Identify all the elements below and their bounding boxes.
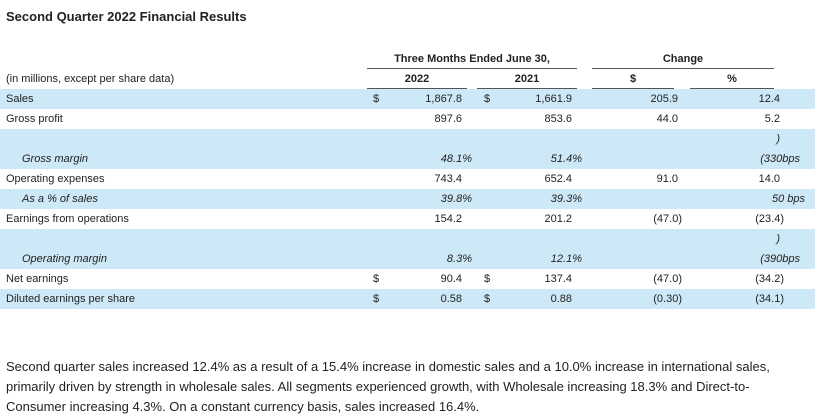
change-header-underline (592, 68, 774, 69)
currency-2021: $ (484, 93, 491, 105)
table-row-gross-margin: Gross margin 48.1% 51.4% ) (330bps (0, 129, 815, 169)
col-2022-underline (367, 88, 467, 89)
table-row-opex-pct-of-sales: As a % of sales 39.8% 39.3% 50 bps (0, 189, 815, 209)
table-row-gross-profit: Gross profit 897.6 853.6 44.0 5.2 (0, 109, 815, 129)
change-pct: (390bps (760, 253, 800, 265)
row-label: Gross profit (6, 113, 63, 125)
row-label: Operating expenses (6, 173, 105, 185)
value-2021: 1,661.9 (535, 93, 572, 105)
units-note: (in millions, except per share data) (6, 73, 175, 85)
table-row-net-earnings: Net earnings $ 90.4 $ 137.4 (47.0) (34.2… (0, 269, 815, 289)
value-2022: 897.6 (434, 113, 462, 125)
col-header-pct-change: % (727, 73, 737, 85)
currency-2021: $ (484, 273, 491, 285)
value-2022: 1,867.8 (425, 93, 462, 105)
change-pct: (34.2) (755, 273, 784, 285)
change-dollar: 205.9 (650, 93, 678, 105)
value-2021: 51.4% (550, 153, 582, 165)
value-2022: 48.1% (440, 153, 472, 165)
change-pct: 5.2 (764, 113, 780, 125)
value-2021: 12.1% (550, 253, 582, 265)
row-label: Operating margin (22, 253, 107, 265)
row-label: Earnings from operations (6, 213, 129, 225)
change-dollar: (47.0) (653, 273, 682, 285)
change-pct-paren: ) (776, 233, 780, 245)
change-pct-paren: ) (776, 133, 780, 145)
results-summary-paragraph: Second quarter sales increased 12.4% as … (6, 359, 770, 414)
value-2021: 137.4 (544, 273, 572, 285)
table-row-operating-expenses: Operating expenses 743.4 652.4 91.0 14.0 (0, 169, 815, 189)
change-pct: 14.0 (758, 173, 780, 185)
table-header-row-2: (in millions, except per share data) 202… (0, 69, 815, 89)
currency-2022: $ (373, 93, 380, 105)
row-label: As a % of sales (22, 193, 98, 205)
change-dollar: 91.0 (656, 173, 678, 185)
table-row-operating-margin: Operating margin 8.3% 12.1% ) (390bps (0, 229, 815, 269)
change-pct: (34.1) (755, 293, 784, 305)
period-header: Three Months Ended June 30, (394, 53, 550, 65)
value-2022: 743.4 (434, 173, 462, 185)
change-pct: (330bps (760, 153, 800, 165)
change-dollar: (0.30) (653, 293, 682, 305)
change-pct: 50 bps (771, 193, 805, 205)
table-header-row-1: Three Months Ended June 30, Change (0, 49, 815, 69)
col-dollar-underline (592, 88, 674, 89)
value-2021: 201.2 (544, 213, 572, 225)
table-row-earnings-from-operations: Earnings from operations 154.2 201.2 (47… (0, 209, 815, 229)
value-2021: 652.4 (544, 173, 572, 185)
currency-2021: $ (484, 293, 491, 305)
table-row-sales: Sales $ 1,867.8 $ 1,661.9 205.9 12.4 (0, 89, 815, 109)
col-header-2021: 2021 (514, 73, 540, 85)
change-dollar: (47.0) (653, 213, 682, 225)
value-2022: 39.8% (440, 193, 472, 205)
value-2022: 8.3% (446, 253, 472, 265)
value-2021: 0.88 (550, 293, 572, 305)
value-2022: 90.4 (440, 273, 462, 285)
period-header-underline (367, 68, 577, 69)
currency-2022: $ (373, 273, 380, 285)
row-label: Gross margin (22, 153, 89, 165)
table-row-diluted-eps: Diluted earnings per share $ 0.58 $ 0.88… (0, 289, 815, 309)
value-2021: 39.3% (550, 193, 582, 205)
currency-2022: $ (373, 293, 380, 305)
change-pct: 12.4 (758, 93, 780, 105)
value-2022: 0.58 (440, 293, 462, 305)
row-label: Diluted earnings per share (6, 293, 136, 305)
col-2021-underline (477, 88, 577, 89)
value-2022: 154.2 (434, 213, 462, 225)
row-label: Net earnings (6, 273, 69, 285)
change-dollar: 44.0 (656, 113, 678, 125)
col-pct-underline (690, 88, 774, 89)
page-title: Second Quarter 2022 Financial Results (6, 9, 247, 24)
change-header: Change (662, 53, 704, 65)
col-header-2022: 2022 (404, 73, 430, 85)
col-header-dollar-change: $ (629, 73, 637, 85)
value-2021: 853.6 (544, 113, 572, 125)
change-pct: (23.4) (755, 213, 784, 225)
financial-results-table: Three Months Ended June 30, Change (in m… (0, 49, 815, 309)
row-label: Sales (6, 93, 34, 105)
